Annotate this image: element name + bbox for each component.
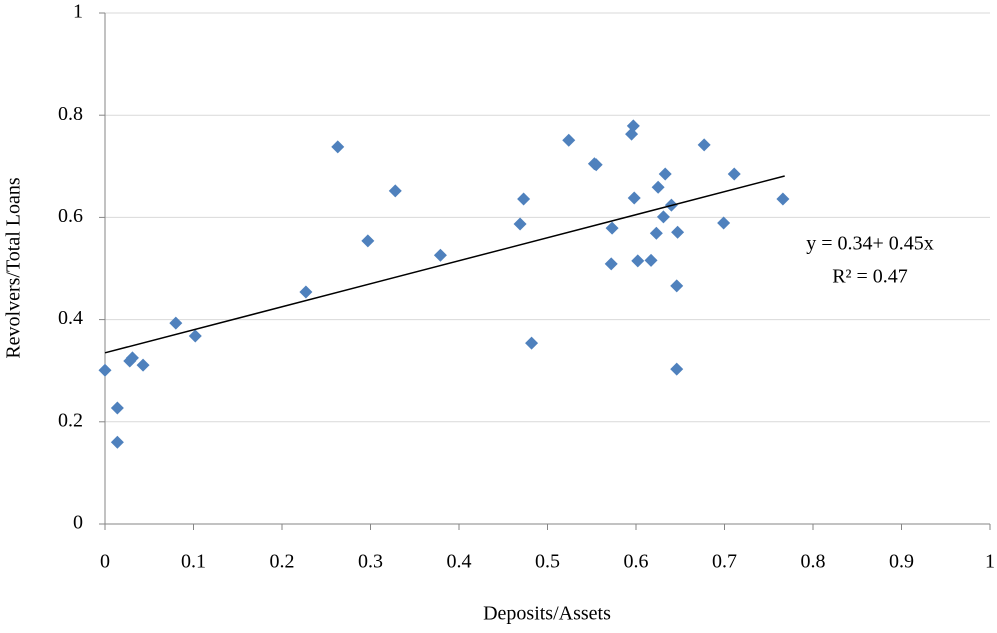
point [656,210,670,224]
point [644,253,658,267]
point [727,167,741,181]
point [658,167,672,181]
point [125,351,139,365]
point [626,119,640,133]
point [625,127,639,141]
y-axis-title: Revolvers/Total Loans [3,177,25,359]
y-tick-label: 0.6 [58,205,83,227]
point [589,158,603,172]
point [651,180,665,194]
point [331,140,345,154]
point [627,191,641,205]
x-axis-title: Deposits/Assets [483,603,611,625]
x-tick-label: 0.3 [358,551,383,573]
y-tick-label: 0.2 [58,409,83,431]
point [671,225,685,239]
y-tick-label: 1 [73,1,83,23]
point [525,336,539,350]
point [169,316,183,330]
point [433,248,447,262]
point [136,358,150,372]
point [670,362,684,376]
point [110,435,124,449]
y-tick-label: 0.4 [58,307,83,329]
point [649,226,663,240]
x-tick-label: 0 [100,551,110,573]
x-tick-label: 0.8 [801,551,826,573]
trend-equation: y = 0.34+ 0.45x [806,233,934,255]
point [299,285,313,299]
point [188,329,202,343]
point [361,234,375,248]
x-tick-label: 1 [985,551,995,573]
x-tick-label: 0.2 [270,551,295,573]
x-tick-label: 0.4 [447,551,472,573]
x-tick-label: 0.1 [181,551,206,573]
r-squared: R² = 0.47 [832,266,908,288]
point [631,254,645,268]
point [517,192,531,206]
point [388,184,402,198]
x-tick-label: 0.9 [889,551,914,573]
point [776,192,790,206]
point [697,138,711,152]
x-tick-label: 0.5 [535,551,560,573]
x-tick-label: 0.6 [624,551,649,573]
point [110,401,124,415]
point [604,257,618,271]
point [605,221,619,235]
point [98,363,112,377]
point [717,216,731,230]
y-tick-label: 0.8 [58,103,83,125]
trendline [104,175,785,354]
point [562,133,576,147]
point [513,217,527,231]
x-tick-label: 0.7 [712,551,737,573]
y-tick-label: 0 [73,512,83,534]
point [670,279,684,293]
